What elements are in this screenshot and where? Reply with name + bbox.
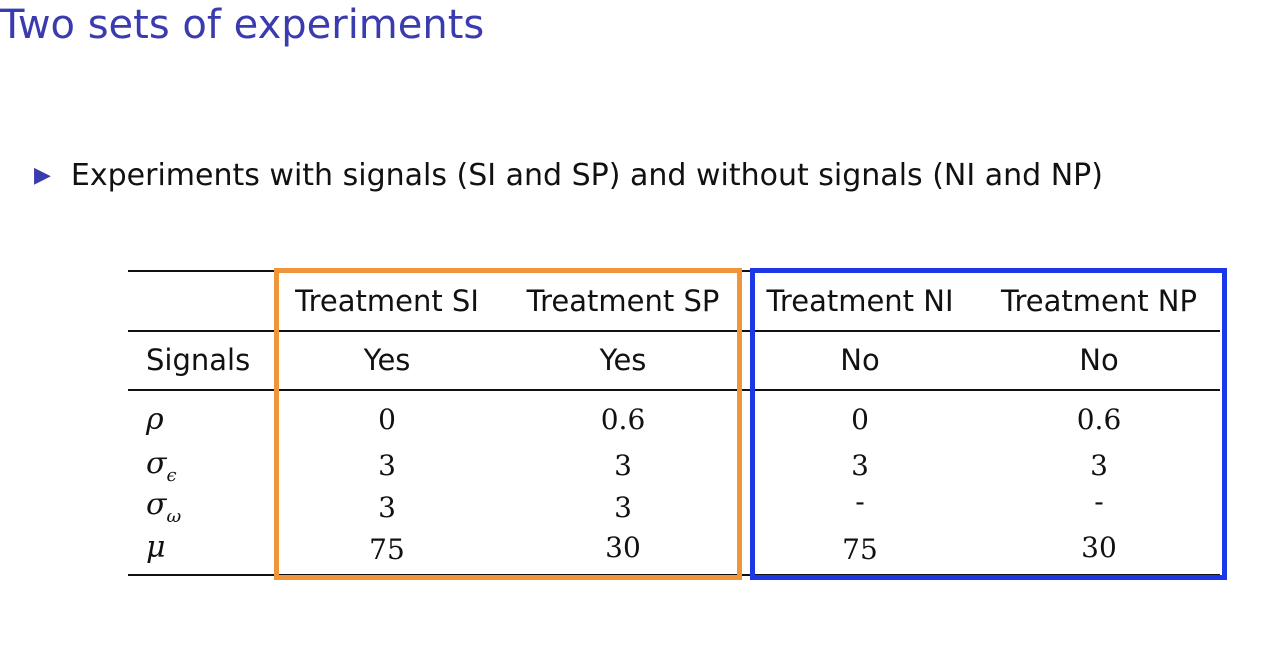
rho-ni: 0 xyxy=(851,403,869,436)
sigma-omega-ni: - xyxy=(855,485,865,518)
row-label-mu: μ xyxy=(146,530,166,565)
rho-sp: 0.6 xyxy=(600,403,646,436)
no-signals-treatments-highlight xyxy=(750,268,1227,580)
sigma-epsilon-si: 3 xyxy=(378,449,396,482)
sigma-omega-np: - xyxy=(1094,485,1104,518)
sigma-epsilon-np: 3 xyxy=(1090,449,1108,482)
row-label-signals: Signals xyxy=(146,343,251,377)
triangle-bullet-icon: ▶ xyxy=(34,163,51,188)
mu-np: 30 xyxy=(1081,531,1117,564)
row-label-rho: ρ xyxy=(146,402,164,437)
sigma-omega-sp: 3 xyxy=(614,491,632,524)
signals-si: Yes xyxy=(363,343,411,377)
mu-sp: 30 xyxy=(605,531,641,564)
sigma-epsilon-ni: 3 xyxy=(851,449,869,482)
table-signals-rule xyxy=(128,389,1220,391)
header-treatment-si: Treatment SI xyxy=(295,284,479,318)
sigma-epsilon-sp: 3 xyxy=(614,449,632,482)
sigma-omega-si: 3 xyxy=(378,491,396,524)
signals-ni: No xyxy=(840,343,880,377)
mu-ni: 75 xyxy=(842,533,878,566)
header-treatment-ni: Treatment NI xyxy=(766,284,954,318)
rho-si: 0 xyxy=(378,403,396,436)
signals-np: No xyxy=(1079,343,1119,377)
mu-si: 75 xyxy=(369,533,405,566)
signals-sp: Yes xyxy=(599,343,647,377)
header-treatment-np: Treatment NP xyxy=(1001,284,1197,318)
row-label-sigma-omega: σω xyxy=(146,487,182,527)
row-label-sigma-epsilon: σϵ xyxy=(146,446,177,486)
bullet-item: ▶ Experiments with signals (SI and SP) a… xyxy=(34,156,1103,196)
bullet-text: Experiments with signals (SI and SP) and… xyxy=(70,158,1103,193)
signals-treatments-highlight xyxy=(274,268,742,580)
slide-title: Two sets of experiments xyxy=(0,2,485,48)
rho-np: 0.6 xyxy=(1076,403,1122,436)
table-header-rule xyxy=(128,330,1220,332)
header-treatment-sp: Treatment SP xyxy=(526,284,720,318)
